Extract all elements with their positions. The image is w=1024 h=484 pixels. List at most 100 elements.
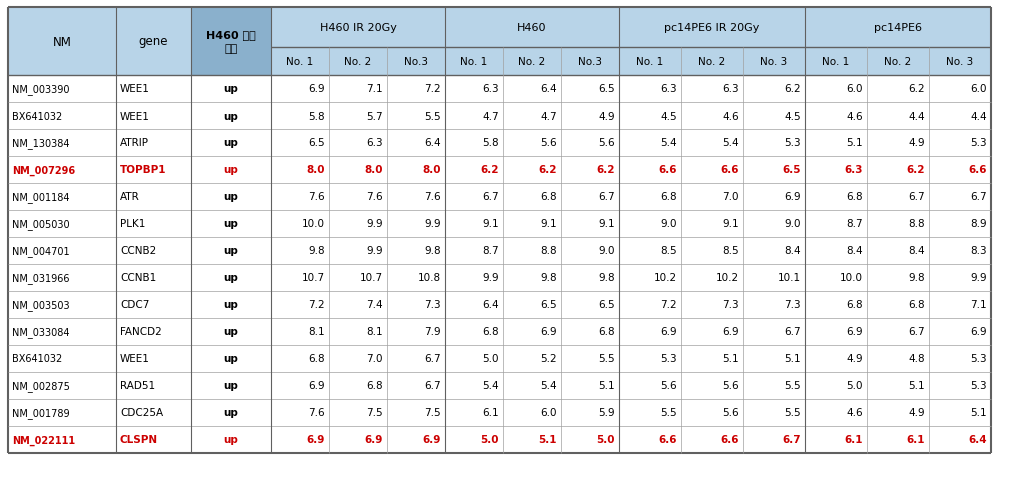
Bar [191, 399, 271, 426]
Bar [8, 103, 116, 130]
Text: 8.1: 8.1 [367, 327, 383, 337]
Bar [618, 211, 681, 238]
Text: 5.2: 5.2 [541, 354, 557, 364]
Text: 6.7: 6.7 [784, 327, 801, 337]
Text: 8.7: 8.7 [847, 219, 863, 229]
Text: H460 분석: H460 분석 [206, 30, 256, 40]
Text: CCNB2: CCNB2 [120, 246, 157, 256]
Text: 9.1: 9.1 [598, 219, 615, 229]
Text: 6.7: 6.7 [598, 192, 615, 202]
Text: 5.1: 5.1 [908, 381, 925, 391]
Text: 6.9: 6.9 [847, 327, 863, 337]
Bar [271, 76, 329, 103]
Bar [387, 264, 445, 291]
Text: 6.9: 6.9 [308, 381, 325, 391]
Bar [618, 76, 681, 103]
Text: 5.8: 5.8 [308, 111, 325, 121]
Bar [867, 291, 929, 318]
Text: 4.6: 4.6 [847, 111, 863, 121]
Bar [271, 372, 329, 399]
Text: 6.9: 6.9 [784, 192, 801, 202]
Text: 6.2: 6.2 [480, 165, 499, 175]
Text: 9.1: 9.1 [482, 219, 499, 229]
Text: 5.8: 5.8 [482, 138, 499, 148]
Text: gene: gene [138, 35, 168, 48]
Bar [445, 8, 618, 48]
Bar [445, 157, 503, 183]
Bar [867, 399, 929, 426]
Bar [191, 103, 271, 130]
Text: BX641032: BX641032 [12, 354, 62, 364]
Bar [867, 76, 929, 103]
Bar [561, 130, 618, 157]
Bar [681, 372, 743, 399]
Text: 8.0: 8.0 [423, 165, 441, 175]
Text: No. 1: No. 1 [461, 57, 487, 67]
Bar [271, 345, 329, 372]
Bar [8, 130, 116, 157]
Bar [329, 264, 387, 291]
Text: 6.5: 6.5 [598, 84, 615, 94]
Bar [271, 291, 329, 318]
Bar [116, 318, 191, 345]
Bar [387, 399, 445, 426]
Bar [805, 318, 867, 345]
Bar [503, 157, 561, 183]
Text: 5.6: 5.6 [541, 138, 557, 148]
Text: 5.0: 5.0 [597, 435, 615, 445]
Bar [618, 238, 681, 264]
Bar [681, 103, 743, 130]
Text: 10.2: 10.2 [654, 273, 677, 283]
Text: 6.9: 6.9 [660, 327, 677, 337]
Bar [271, 157, 329, 183]
Bar [271, 103, 329, 130]
Text: 5.4: 5.4 [482, 381, 499, 391]
Bar [387, 76, 445, 103]
Bar [805, 399, 867, 426]
Text: 10.0: 10.0 [840, 273, 863, 283]
Bar [116, 76, 191, 103]
Text: No. 2: No. 2 [885, 57, 911, 67]
Bar [618, 8, 805, 48]
Bar [867, 372, 929, 399]
Bar [329, 318, 387, 345]
Text: 5.5: 5.5 [598, 354, 615, 364]
Text: 10.2: 10.2 [716, 273, 739, 283]
Text: 7.3: 7.3 [424, 300, 441, 310]
Text: 6.2: 6.2 [906, 165, 925, 175]
Bar [116, 372, 191, 399]
Bar [503, 372, 561, 399]
Bar [503, 103, 561, 130]
Bar [681, 48, 743, 76]
Text: 8.8: 8.8 [541, 246, 557, 256]
Text: 8.4: 8.4 [847, 246, 863, 256]
Text: No. 3: No. 3 [761, 57, 787, 67]
Text: 7.4: 7.4 [367, 300, 383, 310]
Bar [561, 291, 618, 318]
Bar [618, 157, 681, 183]
Text: 7.6: 7.6 [424, 192, 441, 202]
Text: 6.7: 6.7 [424, 354, 441, 364]
Bar [929, 399, 991, 426]
Text: 8.3: 8.3 [971, 246, 987, 256]
Text: 5.6: 5.6 [660, 381, 677, 391]
Bar [271, 183, 329, 211]
Bar [8, 291, 116, 318]
Text: 6.5: 6.5 [308, 138, 325, 148]
Text: 5.7: 5.7 [367, 111, 383, 121]
Text: 9.8: 9.8 [598, 273, 615, 283]
Text: 7.0: 7.0 [723, 192, 739, 202]
Text: 8.5: 8.5 [722, 246, 739, 256]
Text: 결과: 결과 [224, 44, 238, 54]
Text: 5.1: 5.1 [784, 354, 801, 364]
Bar [561, 103, 618, 130]
Bar [445, 211, 503, 238]
Bar [805, 130, 867, 157]
Bar [681, 157, 743, 183]
Text: 9.0: 9.0 [598, 246, 615, 256]
Bar [681, 183, 743, 211]
Text: 5.5: 5.5 [784, 408, 801, 418]
Bar [929, 318, 991, 345]
Text: up: up [223, 327, 239, 337]
Text: 5.3: 5.3 [784, 138, 801, 148]
